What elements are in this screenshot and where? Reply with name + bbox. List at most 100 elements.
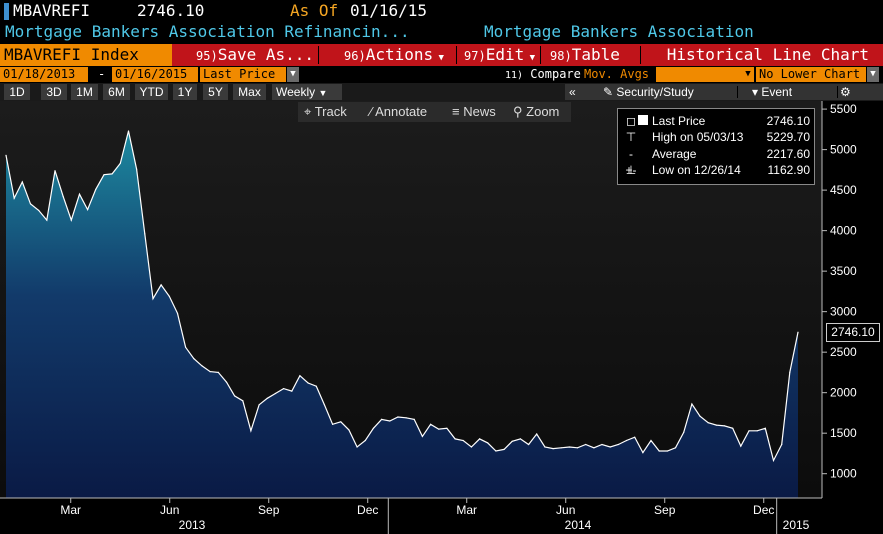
chart-area[interactable]: 1000 1500 2000 2500 3000 3500 4000 4500 5000 5500…: [0, 101, 883, 534]
data-point: [340, 421, 342, 423]
data-point: [617, 443, 620, 446]
event-button[interactable]: ▾ Event: [752, 84, 792, 100]
legend-last-label: Last Price: [652, 114, 706, 128]
settings-gear-icon[interactable]: ⚙: [840, 85, 851, 99]
last-price: 2746.10: [137, 1, 205, 20]
caret-down-icon: ▼: [318, 88, 328, 98]
annotate-label: Annotate: [375, 104, 428, 119]
year-label: 2014: [565, 518, 592, 532]
data-point: [503, 448, 505, 450]
data-point: [127, 130, 130, 132]
start-date-field[interactable]: 01/18/2013: [0, 67, 88, 82]
period-1m-button[interactable]: 1M: [71, 84, 98, 100]
low-marker-icon: ⊥: [625, 163, 637, 177]
data-point: [593, 447, 595, 449]
frequency-select[interactable]: Weekly ▼: [272, 84, 342, 100]
collapse-left-icon[interactable]: «: [569, 85, 576, 99]
table-button[interactable]: 98)Table: [550, 44, 620, 67]
data-point: [70, 219, 72, 221]
data-point: [144, 233, 146, 235]
data-point: [666, 450, 669, 452]
data-point: [609, 446, 611, 448]
y-tick-label: 4000: [830, 224, 857, 238]
data-point: [5, 154, 7, 156]
data-point: [291, 390, 293, 392]
zoom-tool[interactable]: ⚲ Zoom: [513, 102, 559, 122]
data-point: [683, 431, 685, 433]
data-point: [519, 438, 522, 440]
menu-divider: [318, 46, 319, 64]
year-label: 2015: [783, 518, 810, 532]
period-3d-button[interactable]: 3D: [41, 84, 67, 100]
actions-menu[interactable]: 96)Actions ▼: [344, 44, 444, 69]
security-study-button[interactable]: ✎ Security/Study: [603, 84, 694, 100]
series-swatch: [638, 115, 648, 125]
data-point: [193, 358, 195, 360]
actions-label: Actions: [365, 45, 434, 64]
legend-low-value: 1162.90: [767, 163, 811, 177]
data-point: [479, 438, 481, 440]
data-point: [601, 443, 603, 446]
compare-select[interactable]: Mov. Avgs: [582, 67, 654, 82]
period-1d-button[interactable]: 1D: [4, 84, 30, 100]
save-as-button[interactable]: 95)Save As...: [196, 44, 314, 67]
legend-high-value: 5229.70: [766, 130, 810, 144]
price-field-select[interactable]: Last Price: [200, 67, 286, 82]
period-max-button[interactable]: Max: [233, 84, 266, 100]
data-point: [46, 219, 48, 221]
data-point: [674, 447, 677, 449]
legend-average-value: 2217.60: [766, 147, 810, 161]
lower-chart-dropdown-icon[interactable]: ▼: [867, 67, 879, 82]
data-point: [764, 427, 766, 429]
data-point: [87, 209, 89, 211]
end-date-field[interactable]: 01/16/2015: [112, 67, 198, 82]
data-point: [421, 435, 423, 437]
data-point: [29, 203, 32, 205]
news-tool[interactable]: ≡ News: [452, 102, 496, 122]
caret-down-icon: ▼: [433, 53, 444, 63]
toolbar-divider: [737, 86, 738, 98]
data-point: [715, 424, 718, 426]
actions-number: 96): [344, 49, 366, 63]
series-line: [5, 130, 799, 463]
data-point: [707, 422, 709, 424]
period-6m-button[interactable]: 6M: [103, 84, 130, 100]
chart-legend[interactable]: ◻ Last Price 2746.10 ⊤ High on 05/03/13 …: [617, 108, 815, 185]
x-tick-label: Mar: [60, 503, 81, 517]
last-price-tag: 2746.10: [826, 323, 880, 343]
field-dropdown-icon[interactable]: ▼: [287, 67, 299, 82]
as-of-date: 01/16/15: [350, 1, 428, 20]
lower-chart-select[interactable]: No Lower Chart: [756, 67, 866, 82]
menu-divider: [456, 46, 457, 64]
x-tick-label: Dec: [753, 503, 774, 517]
compare-filler: [656, 67, 752, 82]
menu-divider: [640, 46, 641, 64]
data-point: [446, 427, 448, 429]
edit-menu[interactable]: 97)Edit ▼: [464, 44, 535, 69]
data-point: [38, 209, 40, 211]
y-tick-label: 2000: [830, 386, 857, 400]
security-source: Mortgage Bankers Association: [484, 22, 754, 41]
menu-divider: [540, 46, 541, 64]
annotate-tool[interactable]: ⁄ Annotate: [370, 102, 427, 122]
track-tool[interactable]: ⌖ Track: [304, 102, 347, 122]
period-ytd-button[interactable]: YTD: [135, 84, 168, 100]
data-point: [13, 197, 15, 199]
data-point: [274, 392, 276, 395]
event-flag-icon: ▾: [752, 85, 759, 99]
index-title[interactable]: MBAVREFI Index: [0, 44, 172, 66]
data-point: [699, 415, 701, 417]
period-1y-button[interactable]: 1Y: [173, 84, 197, 100]
data-point: [568, 446, 571, 448]
compare-dropdown-icon[interactable]: ▼: [742, 67, 754, 82]
data-point: [797, 331, 799, 333]
track-label: Track: [314, 104, 347, 119]
table-number: 98): [550, 49, 572, 63]
security-marker-icon: [4, 3, 9, 20]
data-point: [495, 450, 497, 452]
y-tick-label: 5000: [830, 143, 857, 157]
data-point: [201, 365, 203, 367]
period-5y-button[interactable]: 5Y: [203, 84, 228, 100]
data-point: [438, 428, 440, 430]
chart-type-label[interactable]: Historical Line Chart: [666, 45, 869, 64]
